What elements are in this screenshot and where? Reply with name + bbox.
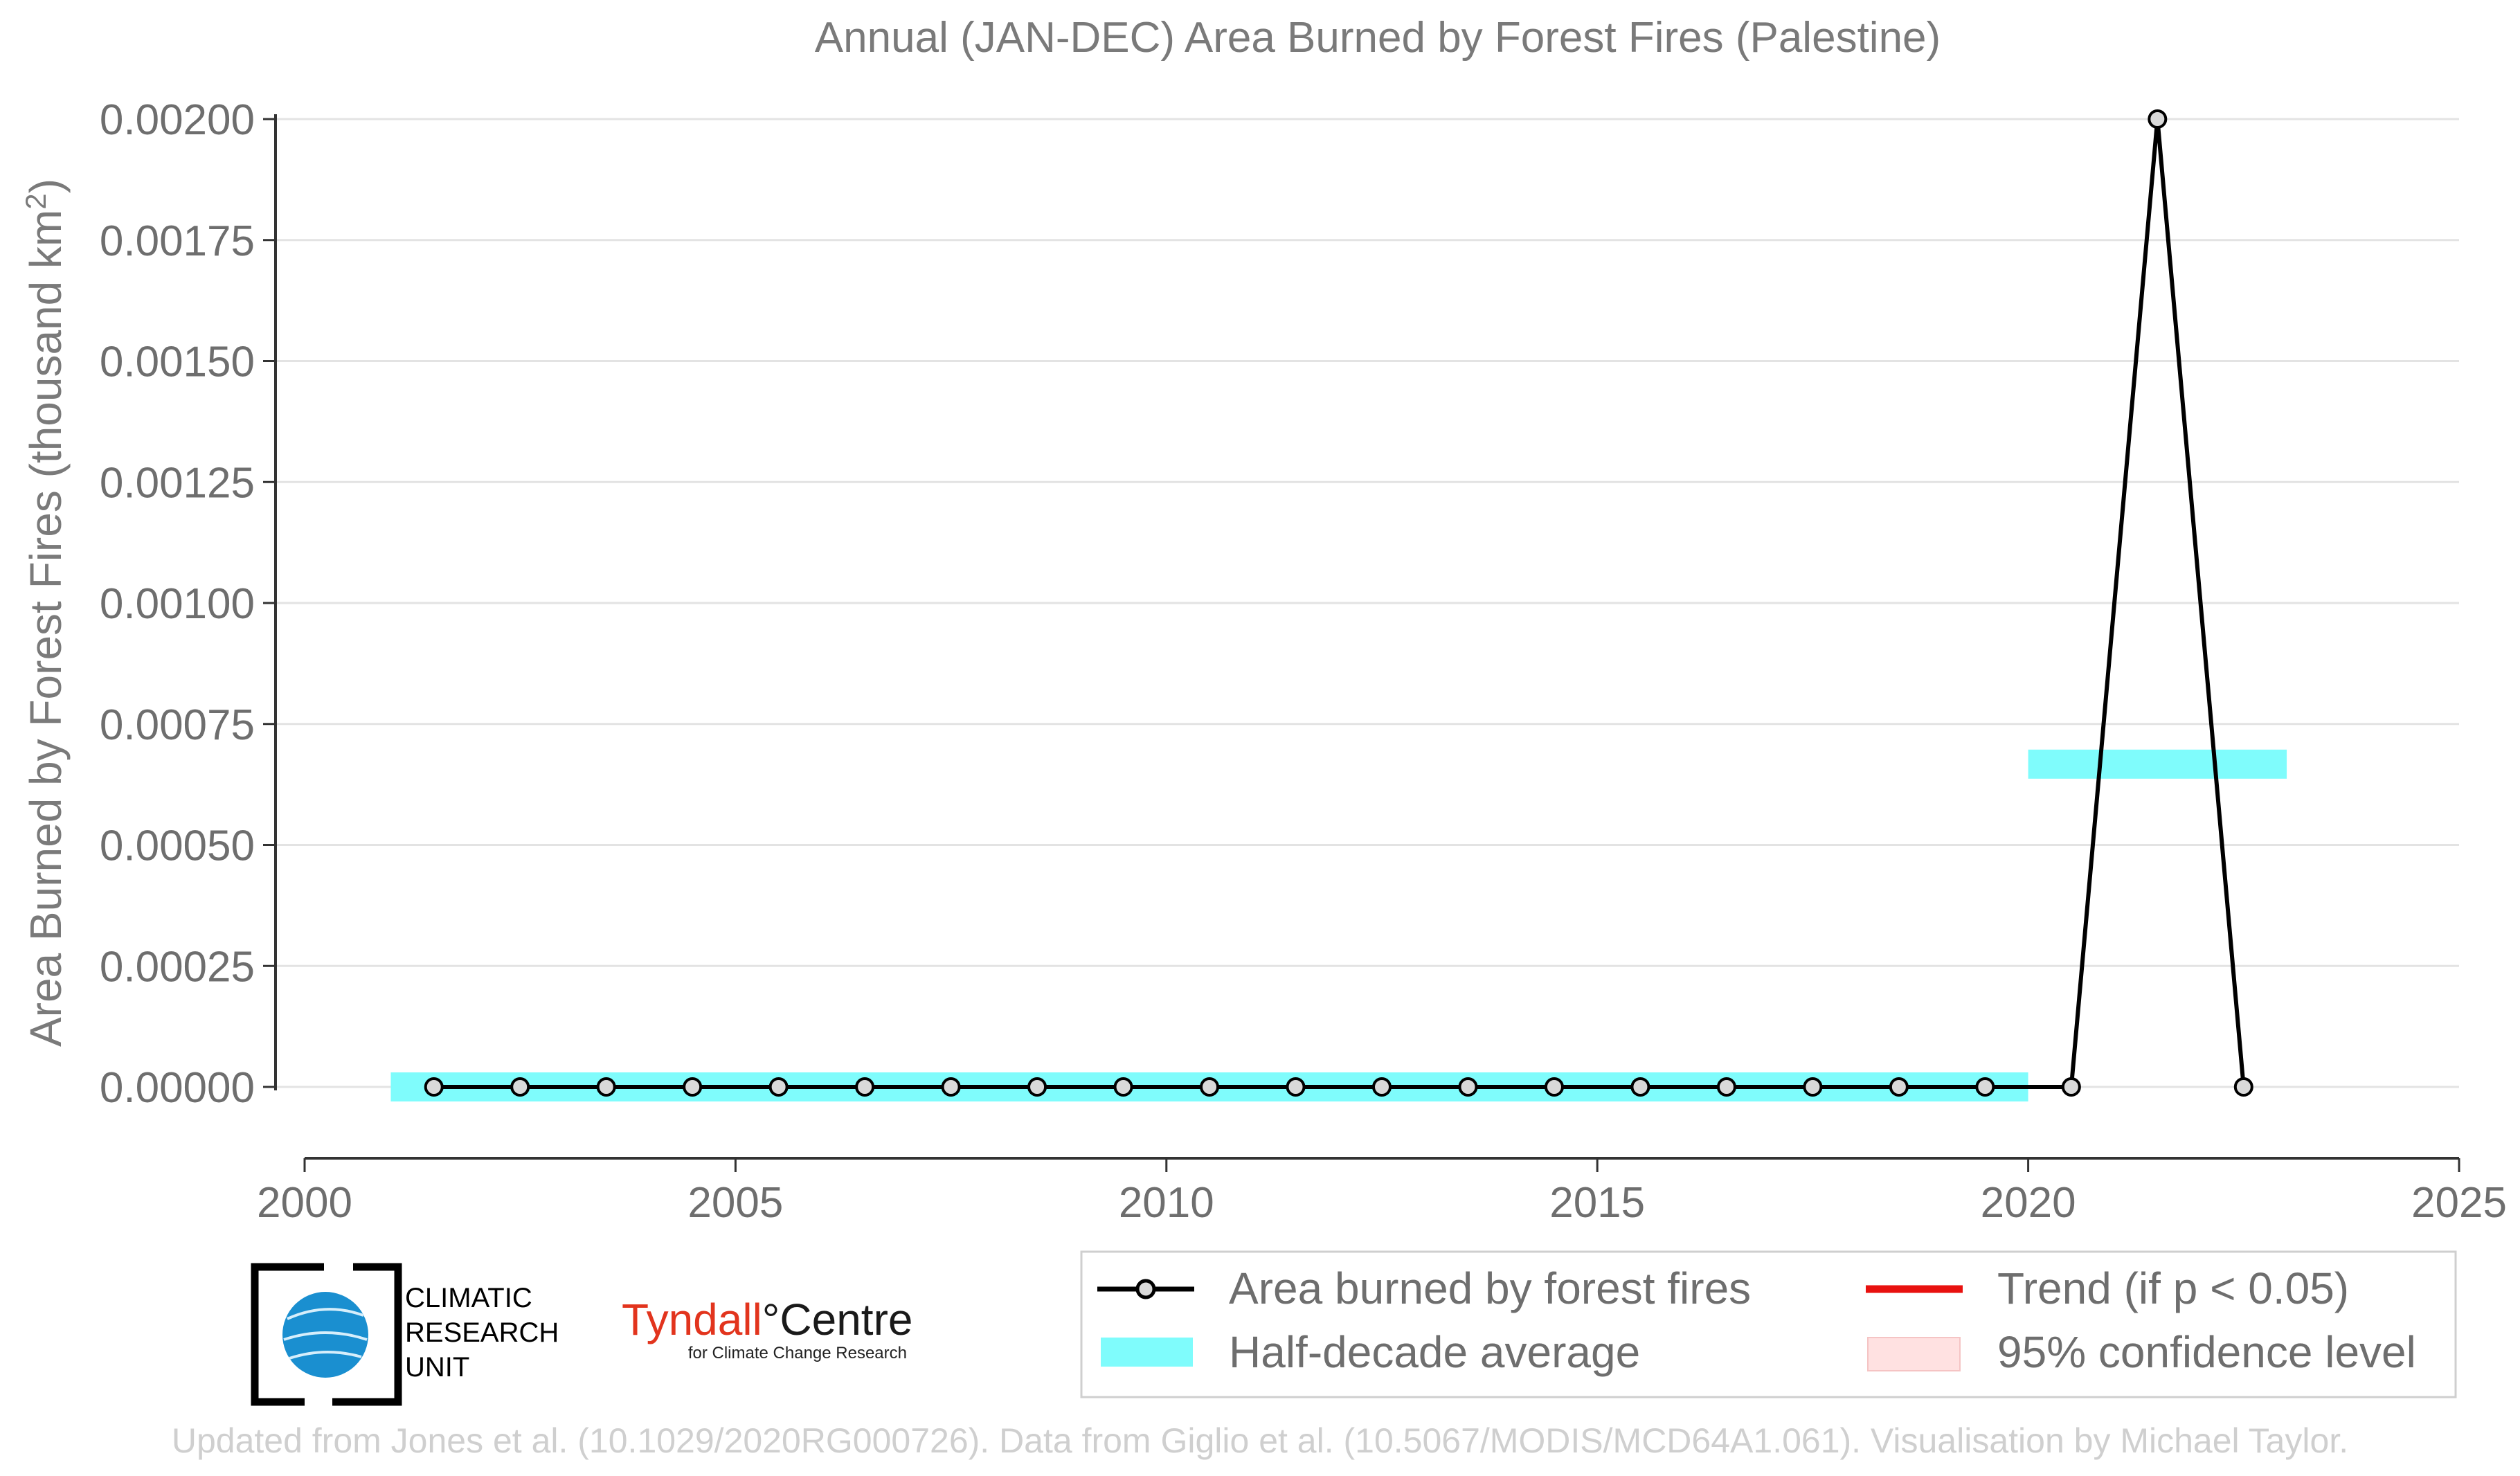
data-point-marker xyxy=(855,1077,875,1097)
axes xyxy=(274,114,2459,1160)
x-tick-label: 2010 xyxy=(1119,1179,1214,1227)
y-axis-label: Area Burned by Forest Fires (thousand km… xyxy=(19,179,71,1047)
x-tick-label: 2000 xyxy=(257,1179,352,1227)
data-point-marker xyxy=(768,1077,789,1097)
cru-logo-bracket-left xyxy=(251,1263,324,1406)
half-decade-average-bar xyxy=(2028,749,2287,779)
data-point-marker xyxy=(1372,1077,1392,1097)
y-tick-label: 0.00025 xyxy=(100,943,255,991)
data-point-marker xyxy=(424,1077,444,1097)
tyndall-subtitle: for Climate Change Research xyxy=(688,1344,907,1362)
legend: Area burned by forest fires Half-decade … xyxy=(1080,1250,2457,1398)
data-point-marker xyxy=(2233,1077,2253,1097)
series-line-area-burned xyxy=(433,117,2246,1089)
y-tick-label: 0.00150 xyxy=(100,339,255,386)
series-markers xyxy=(424,109,2253,1097)
cru-text-line-2: RESEARCH xyxy=(405,1317,559,1348)
legend-label-ci: 95% confidence level xyxy=(1997,1327,2416,1377)
tyndall-main-text: Tyndall xyxy=(622,1295,762,1344)
legend-label-area-burned: Area burned by forest fires xyxy=(1229,1263,1751,1313)
cru-text-line-3: UNIT xyxy=(405,1352,469,1383)
data-point-marker xyxy=(596,1077,616,1097)
cru-text-line-1: CLIMATIC xyxy=(405,1283,532,1313)
half-decade-average-bars xyxy=(390,749,2287,1101)
data-point-marker xyxy=(683,1077,703,1097)
tyndall-wordmark: Tyndall°Centre xyxy=(622,1295,912,1344)
grid-lines xyxy=(276,118,2459,1088)
y-tick-label: 0.00050 xyxy=(100,822,255,870)
y-tick-label: 0.00125 xyxy=(100,459,255,507)
legend-label-trend: Trend (if p < 0.05) xyxy=(1997,1263,2349,1313)
data-point-marker xyxy=(1458,1077,1478,1097)
tyndall-centre-text: °Centre xyxy=(762,1295,913,1344)
cru-logo-bracket-right xyxy=(332,1263,402,1406)
legend-label-half-decade: Half-decade average xyxy=(1229,1327,1640,1377)
data-point-marker xyxy=(941,1077,961,1097)
cru-logo: CLIMATIC RESEARCH UNIT xyxy=(251,1263,559,1406)
y-tick-label: 0.00075 xyxy=(100,701,255,749)
x-tick-label: 2020 xyxy=(1981,1179,2076,1227)
x-tick-label: 2015 xyxy=(1549,1179,1645,1227)
data-point-marker xyxy=(1803,1077,1823,1097)
x-tick-label: 2025 xyxy=(2411,1179,2507,1227)
x-axis-ticks: 2000 2005 2010 2015 2020 2025 xyxy=(257,1158,2507,1227)
series-line-path xyxy=(433,117,2246,1089)
data-point-marker xyxy=(1975,1077,1995,1097)
data-point-marker xyxy=(1630,1077,1650,1097)
globe-lines-icon xyxy=(283,1308,368,1360)
y-axis-label-main: Area Burned by Forest Fires (thousand km xyxy=(21,210,71,1047)
legend-marker-swatch xyxy=(1135,1279,1156,1299)
legend-ci-swatch xyxy=(1867,1337,1961,1371)
credit-footer: Updated from Jones et al. (10.1029/2020R… xyxy=(172,1421,2348,1460)
data-point-marker xyxy=(2061,1077,2081,1097)
x-tick-label: 2005 xyxy=(687,1179,783,1227)
chart-title: Annual (JAN-DEC) Area Burned by Forest F… xyxy=(815,14,1941,62)
y-tick-label: 0.00200 xyxy=(100,96,255,144)
data-point-marker xyxy=(1286,1077,1306,1097)
data-point-marker xyxy=(510,1077,530,1097)
y-tick-label: 0.00000 xyxy=(100,1064,255,1112)
y-axis-label-close: ) xyxy=(21,179,71,193)
data-point-marker xyxy=(2148,109,2168,129)
data-point-marker xyxy=(1113,1077,1133,1097)
y-tick-label: 0.00175 xyxy=(100,217,255,265)
y-axis-ticks: 0.00000 0.00025 0.00050 0.00075 0.00100 0.001… xyxy=(100,96,276,1112)
data-point-marker xyxy=(1027,1077,1047,1097)
data-point-marker xyxy=(1716,1077,1736,1097)
legend-box xyxy=(1080,1250,2457,1398)
data-point-marker xyxy=(1200,1077,1220,1097)
y-axis-label-superscript: 2 xyxy=(19,193,52,209)
y-tick-label: 0.00100 xyxy=(100,580,255,628)
data-point-marker xyxy=(1544,1077,1564,1097)
data-point-marker xyxy=(1889,1077,1909,1097)
legend-half-decade-swatch xyxy=(1101,1338,1193,1367)
tyndall-logo: Tyndall°Centre for Climate Change Resear… xyxy=(622,1295,912,1362)
globe-icon xyxy=(282,1292,368,1378)
